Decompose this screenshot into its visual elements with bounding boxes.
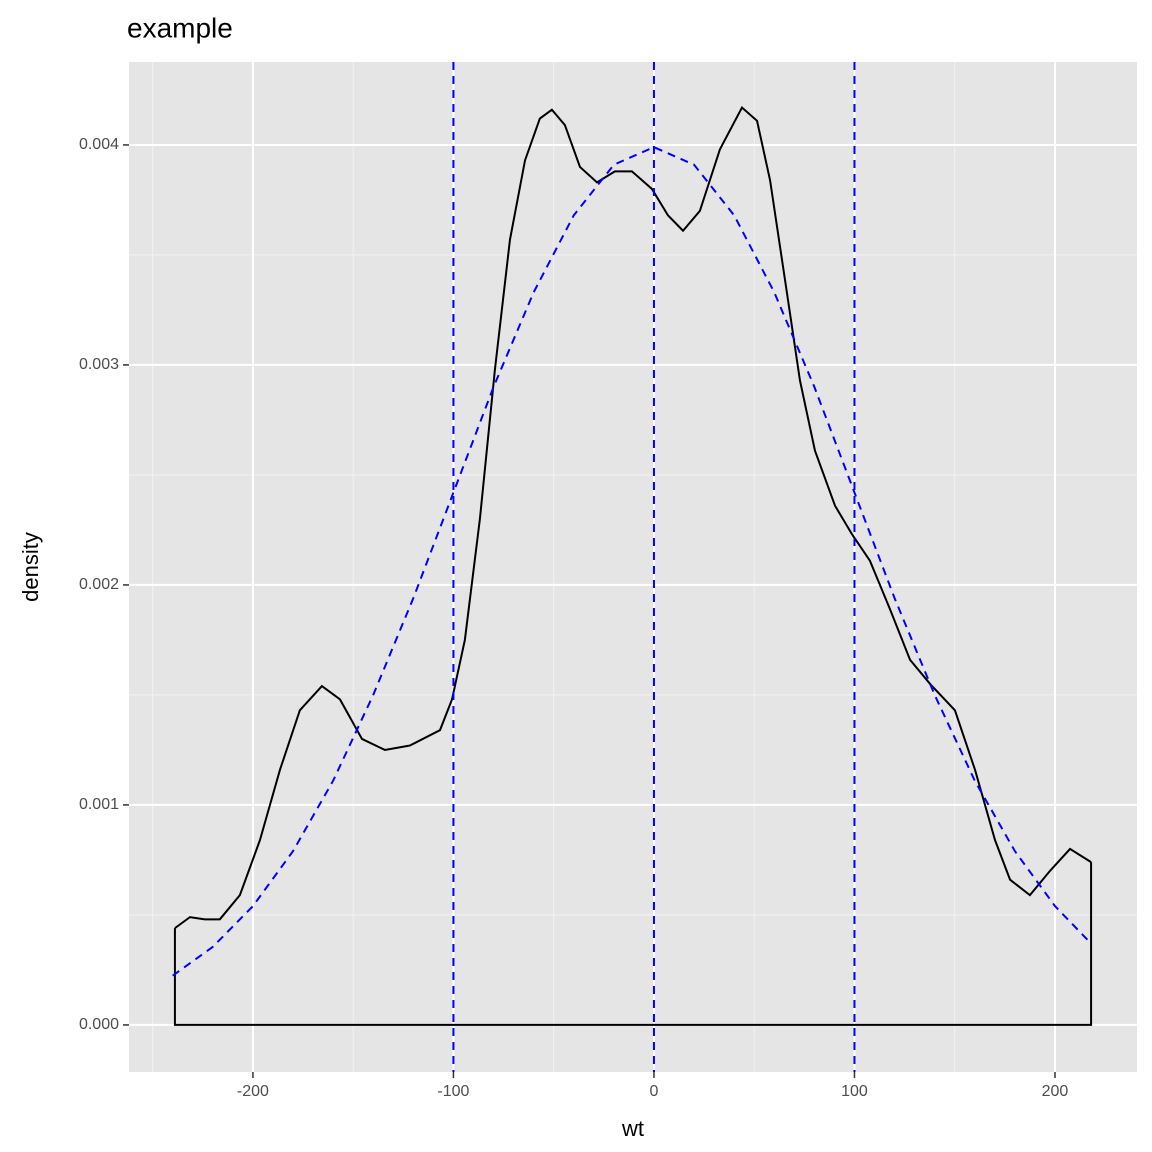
- y-tick-label: 0.003: [79, 356, 119, 373]
- y-tick-label: 0.004: [79, 136, 119, 153]
- line: [172, 146, 1092, 977]
- x-axis-label: wt: [621, 1116, 644, 1141]
- x-tick-label: 100: [841, 1083, 868, 1100]
- x-tick-label: -100: [437, 1083, 469, 1100]
- y-tick-label: 0.000: [79, 1016, 119, 1033]
- density-outline: [173, 862, 1093, 1026]
- y-axis-label: density: [18, 532, 43, 602]
- x-tick-label: -200: [237, 1083, 269, 1100]
- y-tick-label: 0.001: [79, 796, 119, 813]
- x-tick-label: 200: [1042, 1083, 1069, 1100]
- y-tick-label: 0.002: [79, 576, 119, 593]
- line: [174, 105, 1092, 929]
- panel: [129, 62, 1137, 1072]
- chart-title: example: [127, 12, 233, 43]
- x-tick-label: 0: [650, 1083, 659, 1100]
